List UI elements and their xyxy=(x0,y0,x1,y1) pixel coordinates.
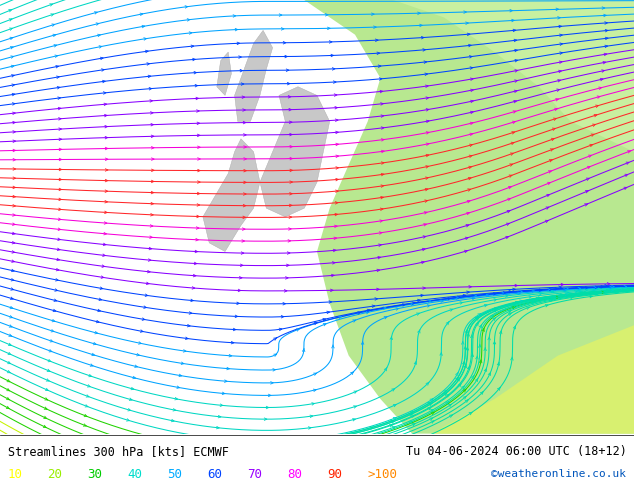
Polygon shape xyxy=(203,139,260,251)
Text: Streamlines 300 hPa [kts] ECMWF: Streamlines 300 hPa [kts] ECMWF xyxy=(8,445,228,458)
Text: 90: 90 xyxy=(327,468,342,481)
Text: ©weatheronline.co.uk: ©weatheronline.co.uk xyxy=(491,469,626,479)
Text: 10: 10 xyxy=(8,468,23,481)
Text: 50: 50 xyxy=(167,468,183,481)
Polygon shape xyxy=(304,0,634,434)
Polygon shape xyxy=(217,52,231,96)
Text: 80: 80 xyxy=(287,468,302,481)
Text: 30: 30 xyxy=(87,468,103,481)
Polygon shape xyxy=(393,0,634,152)
Polygon shape xyxy=(431,325,634,434)
Text: >100: >100 xyxy=(367,468,397,481)
Text: 70: 70 xyxy=(247,468,262,481)
Polygon shape xyxy=(260,87,330,217)
Polygon shape xyxy=(235,30,273,122)
Text: 40: 40 xyxy=(127,468,143,481)
Text: 60: 60 xyxy=(207,468,223,481)
Text: 20: 20 xyxy=(48,468,63,481)
Text: Tu 04-06-2024 06:00 UTC (18+12): Tu 04-06-2024 06:00 UTC (18+12) xyxy=(406,445,626,458)
